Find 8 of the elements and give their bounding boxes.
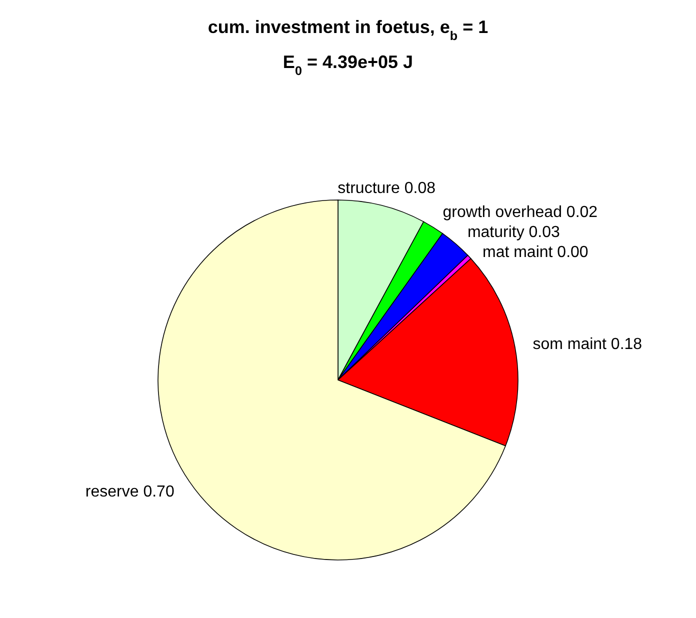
slice-label: mat maint 0.00: [482, 244, 588, 261]
slice-label: maturity 0.03: [467, 224, 560, 241]
slice-label: reserve 0.70: [85, 483, 174, 500]
slice-label: som maint 0.18: [532, 336, 642, 354]
chart-subtitle: E$_{0}$ = 4.39e+05 J: [282, 52, 414, 78]
slice-label: structure 0.08: [338, 180, 436, 198]
chart-title: cum. investment in foetus, e$_{b}$ = 1: [208, 17, 488, 43]
slice-label: growth overhead 0.02: [442, 204, 598, 221]
